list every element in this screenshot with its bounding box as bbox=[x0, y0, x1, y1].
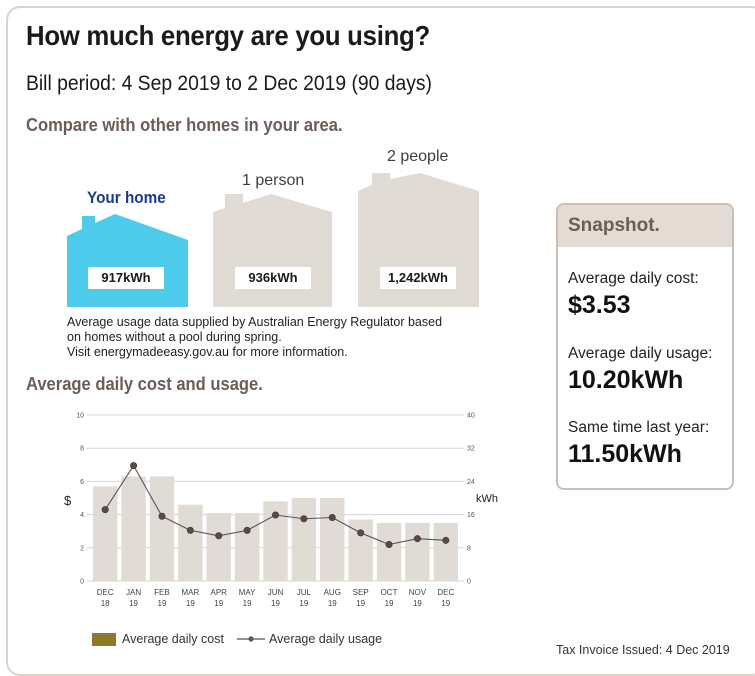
left-axis-label: $ bbox=[64, 493, 72, 508]
usage-point bbox=[101, 506, 109, 514]
x-tick-label-year: 19 bbox=[214, 599, 223, 608]
left-tick-label: 8 bbox=[80, 446, 84, 453]
left-tick-label: 2 bbox=[80, 545, 84, 552]
usage-point bbox=[130, 462, 138, 470]
x-tick-label-month: JUL bbox=[297, 588, 312, 597]
cost-usage-chart: 0 0 2 8 4 16 6 24 8 32 10 40 $ kWh DEC 18 JAN 19 FEB 19 MAR 1… bbox=[64, 413, 498, 609]
usage-point bbox=[357, 529, 365, 537]
left-tick-label: 6 bbox=[80, 479, 84, 486]
snapshot-panel: Snapshot. Average daily cost: $3.53 Aver… bbox=[556, 203, 734, 490]
x-tick-label-month: JAN bbox=[126, 588, 141, 597]
snapshot-heading: Snapshot. bbox=[558, 205, 732, 247]
avg-cost-label: Average daily cost: bbox=[568, 270, 699, 287]
page-title: How much energy are you using? bbox=[26, 20, 430, 51]
usage-point bbox=[385, 540, 393, 548]
x-tick-label-year: 19 bbox=[356, 599, 365, 608]
usage-point bbox=[272, 511, 280, 519]
left-tick-label: 4 bbox=[80, 512, 84, 519]
avg-cost-value: $3.53 bbox=[568, 291, 631, 319]
usage-point bbox=[243, 526, 251, 534]
right-tick-label: 24 bbox=[467, 479, 475, 486]
cost-bar bbox=[149, 476, 175, 581]
usage-point bbox=[328, 514, 336, 522]
x-tick-label-year: 19 bbox=[271, 599, 280, 608]
cost-bar bbox=[376, 522, 402, 581]
cost-bar bbox=[234, 512, 260, 581]
x-tick-label-month: NOV bbox=[409, 588, 427, 597]
note-line: Visit energymadeeasy.gov.au for more inf… bbox=[67, 345, 348, 359]
usage-point bbox=[215, 532, 223, 540]
x-tick-label-month: JUN bbox=[268, 588, 284, 597]
x-tick-label-year: 18 bbox=[101, 599, 110, 608]
legend-usage-label: Average daily usage bbox=[269, 632, 383, 646]
right-axis-label: kWh bbox=[476, 493, 498, 505]
avg-usage-label: Average daily usage: bbox=[568, 345, 713, 362]
legend-usage-line-icon bbox=[237, 636, 265, 642]
x-tick-label-year: 19 bbox=[441, 599, 450, 608]
note-line: Average usage data supplied by Australia… bbox=[67, 315, 443, 329]
left-tick-label: 10 bbox=[76, 413, 84, 420]
x-tick-label-year: 19 bbox=[413, 599, 422, 608]
last-year-value: 11.50kWh bbox=[568, 440, 682, 468]
x-tick-label-month: MAY bbox=[239, 588, 256, 597]
cost-bar bbox=[121, 476, 146, 581]
legend-cost-swatch bbox=[92, 633, 116, 646]
one-person-house-icon bbox=[213, 194, 332, 307]
x-tick-label-month: DEC bbox=[97, 588, 114, 597]
cost-bar bbox=[178, 504, 203, 581]
usage-point bbox=[442, 536, 450, 544]
right-tick-label: 40 bbox=[467, 413, 475, 420]
legend-cost-label: Average daily cost bbox=[122, 632, 224, 646]
your-home-label: Your home bbox=[87, 188, 166, 207]
x-tick-label-year: 19 bbox=[299, 599, 308, 608]
usage-data-note: Average usage data supplied by Australia… bbox=[67, 315, 487, 360]
x-tick-label-month: SEP bbox=[353, 588, 369, 597]
cost-bar bbox=[92, 486, 118, 581]
x-tick-label-year: 19 bbox=[328, 599, 337, 608]
usage-point bbox=[186, 526, 194, 534]
x-tick-label-year: 19 bbox=[385, 599, 394, 608]
x-tick-label-year: 19 bbox=[186, 599, 195, 608]
cost-bar bbox=[405, 522, 430, 581]
x-tick-label-year: 19 bbox=[129, 599, 138, 608]
usage-point bbox=[413, 535, 421, 543]
cost-bar bbox=[320, 498, 345, 581]
two-people-kwh: 1,242kWh bbox=[380, 267, 456, 289]
usage-point bbox=[158, 512, 166, 520]
two-people-label: 2 people bbox=[387, 148, 449, 165]
left-tick-label: 0 bbox=[80, 579, 84, 586]
your-home-house-icon bbox=[67, 214, 188, 307]
right-tick-label: 32 bbox=[467, 446, 475, 453]
usage-point bbox=[300, 515, 308, 523]
note-line: on homes without a pool during spring. bbox=[67, 330, 282, 344]
one-person-label: 1 person bbox=[242, 172, 305, 189]
x-tick-label-year: 19 bbox=[243, 599, 252, 608]
right-tick-label: 8 bbox=[467, 545, 471, 552]
your-home-kwh: 917kWh bbox=[88, 267, 164, 289]
x-tick-label-month: APR bbox=[211, 588, 228, 597]
bill-period: Bill period: 4 Sep 2019 to 2 Dec 2019 (9… bbox=[26, 72, 432, 95]
cost-bar bbox=[433, 522, 459, 581]
cost-bar bbox=[291, 498, 317, 581]
compare-heading: Compare with other homes in your area. bbox=[26, 115, 343, 135]
right-tick-label: 16 bbox=[467, 512, 475, 519]
one-person-kwh: 936kWh bbox=[235, 267, 311, 289]
x-tick-label-month: DEC bbox=[437, 588, 454, 597]
right-tick-label: 0 bbox=[467, 579, 471, 586]
chart-heading: Average daily cost and usage. bbox=[26, 374, 263, 394]
tax-invoice-date: Tax Invoice Issued: 4 Dec 2019 bbox=[556, 643, 730, 657]
cost-bar bbox=[206, 512, 231, 581]
x-tick-label-month: OCT bbox=[381, 588, 398, 597]
avg-usage-value: 10.20kWh bbox=[568, 366, 684, 394]
x-tick-label-year: 19 bbox=[158, 599, 167, 608]
x-tick-label-month: FEB bbox=[154, 588, 170, 597]
last-year-label: Same time last year: bbox=[568, 419, 710, 436]
x-tick-label-month: AUG bbox=[324, 588, 341, 597]
x-tick-label-month: MAR bbox=[181, 588, 199, 597]
